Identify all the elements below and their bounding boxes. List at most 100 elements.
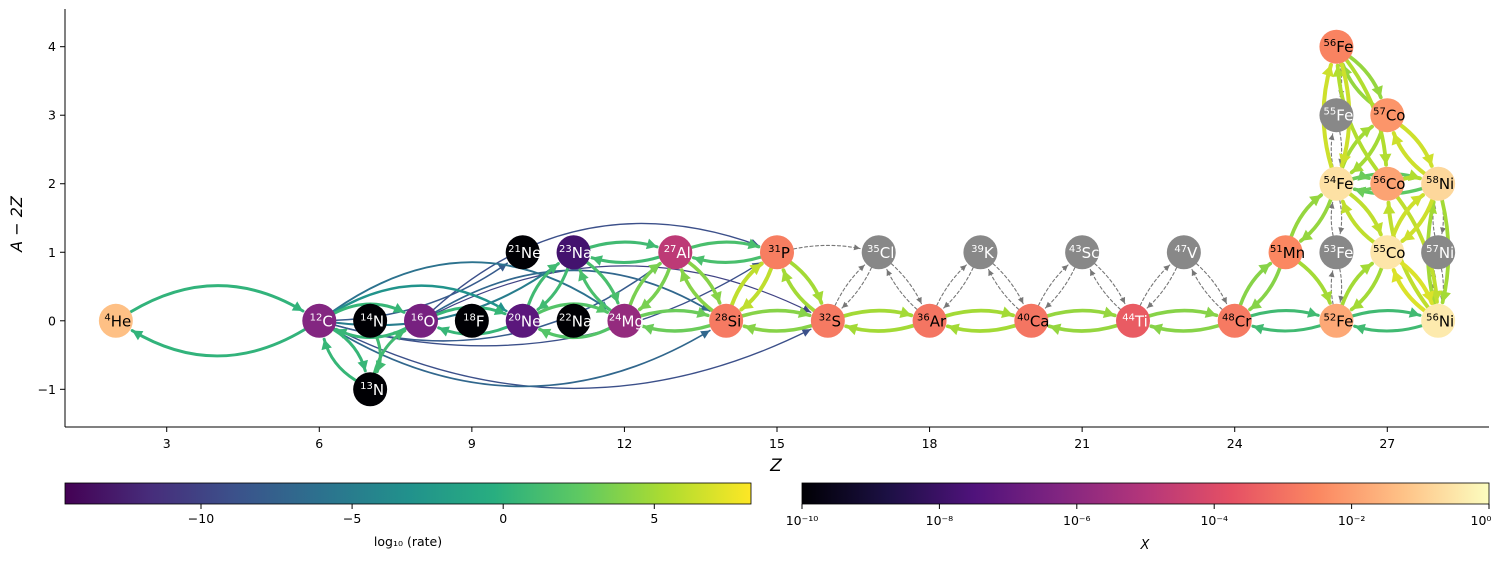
abundance-colorbar-tick-label: 10⁻⁴ (1200, 513, 1228, 528)
reaction-arrowhead (1351, 161, 1364, 173)
nuclide-circle (1319, 235, 1354, 270)
element-symbol: Ar (930, 312, 947, 330)
nuclide-circle (1166, 235, 1201, 270)
mass-number: 35 (867, 244, 880, 255)
nuclide-label: 55Fe (1324, 107, 1354, 125)
rate-colorbar-label: log₁₀ (rate) (374, 534, 442, 549)
nuclide-node-sc43: 43Sc (1065, 235, 1099, 270)
x-tick-label: 18 (922, 436, 938, 451)
nuclide-label: 22Na (559, 312, 592, 330)
nuclide-label: 35Cl (867, 244, 894, 262)
mass-number: 22 (559, 312, 572, 323)
reaction-arrowhead (801, 329, 811, 337)
reaction-edge (992, 263, 1024, 305)
element-symbol: Ti (1134, 312, 1148, 330)
mass-number: 58 (1426, 175, 1439, 186)
abundance-colorbar-gradient (801, 482, 1490, 505)
mass-number: 27 (664, 244, 677, 255)
reaction-arrowhead (438, 326, 450, 337)
reaction-arrowhead (858, 265, 865, 272)
x-tick-label: 3 (163, 436, 171, 451)
reaction-arrowhead (1328, 133, 1335, 141)
nuclide-label: 40Ca (1017, 312, 1049, 330)
nuclide-circle (556, 303, 591, 338)
element-symbol: Na (572, 312, 592, 330)
x-tick-label: 9 (468, 436, 476, 451)
reaction-arrowhead (700, 302, 710, 312)
nuclide-node-co57: 57Co (1370, 98, 1405, 133)
reaction-edge (332, 284, 508, 314)
nuclide-label: 27Al (664, 244, 691, 262)
x-ticks: 3 6 9 12 15 18 21 24 27 (163, 427, 1395, 451)
element-symbol: Fe (1336, 244, 1353, 262)
nuclide-label: 4He (104, 312, 131, 330)
reaction-arrowhead (1379, 153, 1392, 165)
nuclide-circle (1421, 235, 1456, 270)
reaction-arrowhead (1328, 270, 1335, 278)
nuclide-circle (861, 235, 896, 270)
element-symbol: C (322, 312, 332, 330)
nuclide-circle (1319, 303, 1354, 338)
mass-number: 43 (1069, 244, 1082, 255)
nuclide-label: 53Fe (1324, 244, 1354, 262)
nuclide-node-he4: 4He (98, 303, 133, 338)
mass-number: 4 (104, 312, 110, 323)
reaction-arrowhead (899, 306, 912, 318)
mass-number: 48 (1222, 312, 1235, 323)
element-symbol: Ni (1439, 175, 1454, 193)
nuclide-label: 44Ti (1122, 312, 1148, 330)
reaction-arrowhead (1328, 202, 1335, 209)
mass-number: 36 (917, 312, 930, 323)
nuclide-circle (302, 303, 337, 338)
mass-number: 39 (971, 244, 984, 255)
reaction-arrowhead (357, 359, 368, 371)
nuclide-node-p31: 31P (760, 235, 794, 270)
nuclide-label: 12C (310, 312, 333, 330)
reaction-arrowhead (988, 269, 994, 277)
mass-number: 51 (1270, 244, 1283, 255)
abundance-colorbar-tick-label: 10⁰ (1471, 513, 1492, 528)
nuclide-node-n13: 13N (353, 372, 388, 407)
nuclide-node-co56: 56Co (1370, 166, 1406, 201)
mass-number: 18 (463, 312, 476, 323)
nuclide-circle (556, 235, 591, 270)
mass-number: 20 (508, 312, 521, 323)
element-symbol: Co (1386, 175, 1406, 193)
element-symbol: Fe (1336, 175, 1353, 193)
reaction-arrowhead (1354, 323, 1366, 335)
nuclide-node-mg24: 24Mg (607, 303, 644, 338)
reaction-edge (130, 328, 307, 358)
nuclide-node-ca40: 40Ca (1014, 303, 1049, 338)
abundance-colorbar-ticks: 10⁻¹⁰ 10⁻⁸ 10⁻⁶ 10⁻⁴ 10⁻² 10⁰ (786, 504, 1492, 528)
mass-number: 13 (360, 381, 373, 392)
reaction-edge (936, 264, 967, 306)
nuclide-circle (1370, 235, 1405, 270)
nuclide-circle (404, 303, 438, 338)
nuclide-circle (353, 303, 388, 338)
reaction-arrowhead (321, 339, 332, 351)
mass-number: 55 (1373, 244, 1386, 255)
nuclide-label: 56Ni (1426, 312, 1454, 330)
reaction-arrowhead (591, 255, 603, 266)
mass-number: 40 (1017, 312, 1030, 323)
rate-colorbar-ticks: −10 −5 0 5 (188, 504, 658, 526)
reaction-arrowhead (642, 323, 655, 335)
rate-colorbar-tick-label: −5 (343, 511, 361, 526)
reaction-arrowhead (1147, 301, 1154, 309)
reaction-arrowhead (841, 301, 849, 309)
y-tick-label: 0 (48, 313, 56, 328)
reaction-edge (943, 267, 974, 309)
reaction-arrowhead (797, 306, 810, 318)
reaction-arrowhead (1440, 227, 1446, 234)
reaction-arrowhead (1102, 306, 1115, 318)
reaction-arrowhead (1151, 323, 1164, 335)
reaction-arrowhead (645, 238, 658, 250)
element-symbol: Fe (1336, 312, 1353, 330)
mass-number: 56 (1373, 175, 1386, 186)
nuclide-circle (1217, 303, 1252, 338)
element-symbol: Ni (1439, 312, 1454, 330)
mass-number: 56 (1426, 312, 1439, 323)
nuclide-label: 36Ar (917, 312, 947, 330)
